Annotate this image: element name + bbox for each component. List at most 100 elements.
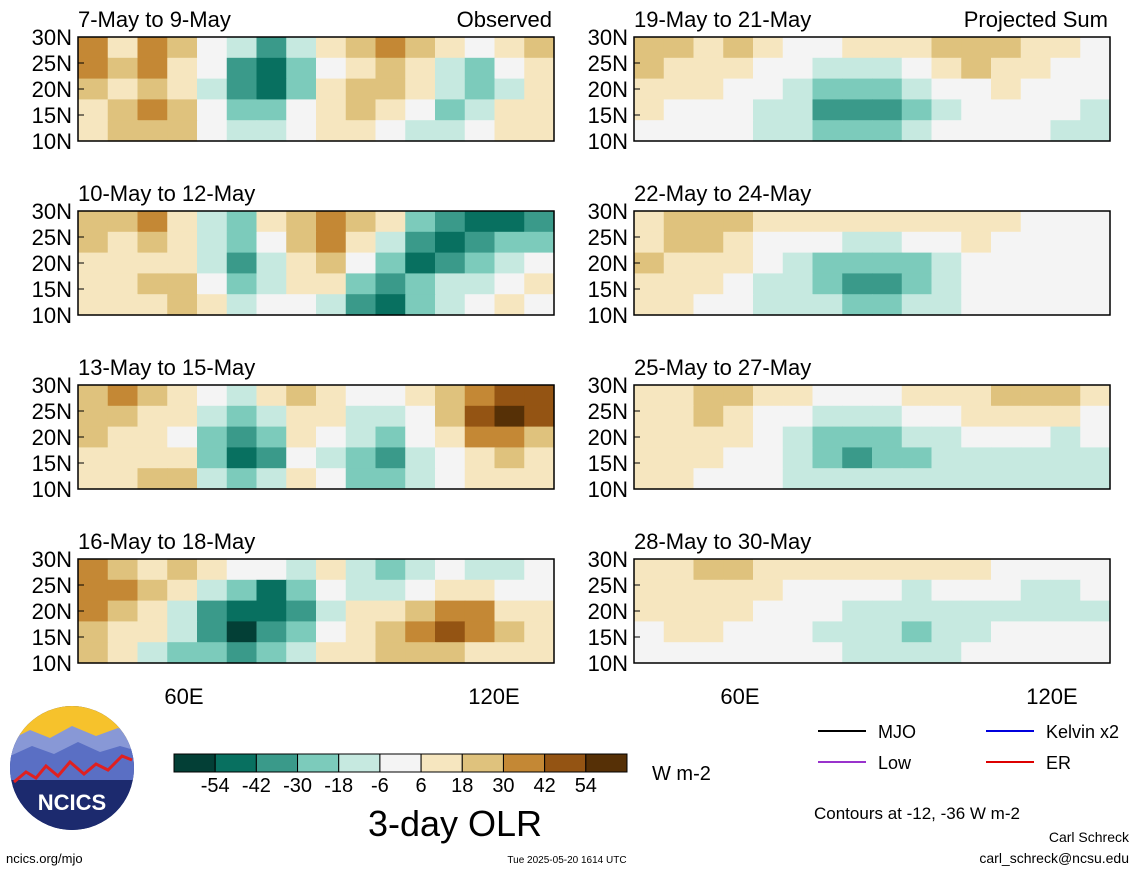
olr-cell	[107, 294, 139, 316]
olr-cell	[1080, 642, 1111, 664]
olr-cell	[693, 468, 724, 490]
olr-cell	[167, 426, 198, 448]
olr-cell	[961, 468, 992, 490]
olr-cell	[961, 78, 992, 100]
olr-cell	[435, 468, 466, 490]
olr-cell	[435, 579, 466, 602]
contour-note: Contours at -12, -36 W m-2	[814, 804, 1020, 823]
olr-cell	[782, 426, 814, 448]
olr-cell	[901, 405, 933, 428]
olr-cell	[723, 385, 754, 407]
olr-cell	[1020, 642, 1052, 664]
olr-cell	[1020, 231, 1052, 254]
olr-cell	[435, 621, 466, 643]
olr-cell	[693, 273, 724, 295]
olr-cell	[405, 600, 436, 622]
olr-cell	[842, 37, 873, 59]
olr-cell	[375, 447, 406, 469]
olr-cell	[723, 57, 754, 80]
olr-cell	[723, 99, 754, 121]
olr-cell	[226, 57, 258, 80]
olr-cell	[872, 468, 903, 490]
olr-cell	[464, 405, 496, 428]
olr-cell	[723, 211, 754, 233]
olr-cell	[345, 621, 377, 643]
olr-cell	[464, 426, 496, 448]
olr-cell	[197, 120, 228, 142]
panel-period-title: 13-May to 15-May	[78, 355, 255, 380]
olr-cell	[782, 559, 814, 581]
y-tick-label: 20N	[588, 251, 628, 276]
olr-cell	[375, 468, 406, 490]
olr-cell	[1050, 447, 1081, 469]
olr-cell	[1080, 273, 1111, 295]
olr-cell	[137, 447, 168, 469]
panel-column-label: Observed	[457, 7, 552, 32]
olr-cell	[345, 273, 377, 295]
olr-cell	[524, 559, 555, 581]
olr-cell	[634, 37, 665, 59]
colorbar-tick-label: 54	[575, 775, 597, 797]
olr-cell	[345, 468, 377, 490]
olr-cell	[872, 426, 903, 448]
olr-cell	[812, 273, 843, 295]
olr-cell	[634, 294, 665, 316]
colorbar-tick-label: 30	[492, 775, 514, 797]
x-tick-right-60e: 60E	[720, 684, 759, 709]
olr-cell	[78, 120, 109, 142]
olr-cell	[693, 642, 724, 664]
olr-cell	[782, 211, 814, 233]
olr-cell	[345, 37, 377, 59]
olr-cell	[991, 559, 1022, 581]
olr-cell	[872, 447, 903, 469]
olr-cell	[991, 621, 1022, 643]
olr-cell	[693, 57, 724, 80]
olr-cell	[197, 273, 228, 295]
olr-cell	[167, 231, 198, 254]
olr-cell	[316, 37, 347, 59]
olr-cell	[435, 37, 466, 59]
olr-cell	[345, 405, 377, 428]
olr-cell	[782, 468, 814, 490]
olr-cell	[256, 57, 287, 80]
olr-cell	[226, 273, 258, 295]
olr-cell	[435, 273, 466, 295]
olr-cell	[405, 426, 436, 448]
olr-cell	[167, 468, 198, 490]
olr-cell	[137, 579, 168, 602]
olr-cell	[753, 621, 784, 643]
olr-cell	[693, 99, 724, 121]
olr-cell	[494, 621, 525, 643]
olr-cell	[226, 385, 258, 407]
olr-cell	[137, 231, 168, 254]
olr-cell	[375, 273, 406, 295]
olr-cell	[78, 447, 109, 469]
olr-cell	[991, 579, 1022, 602]
olr-cell	[226, 211, 258, 233]
olr-cell	[107, 231, 139, 254]
olr-cell	[812, 211, 843, 233]
olr-cell	[107, 600, 139, 622]
olr-cell	[634, 273, 665, 295]
olr-cell	[137, 99, 168, 121]
olr-cell	[375, 120, 406, 142]
olr-cell	[693, 231, 724, 254]
olr-cell	[1080, 447, 1111, 469]
olr-cell	[286, 37, 317, 59]
olr-cell	[901, 579, 933, 602]
olr-cell	[753, 447, 784, 469]
olr-cell	[524, 447, 555, 469]
olr-cell	[961, 559, 992, 581]
olr-cell	[464, 621, 496, 643]
olr-cell	[693, 426, 724, 448]
olr-cell	[753, 559, 784, 581]
olr-cell	[435, 405, 466, 428]
olr-cell	[345, 252, 377, 274]
olr-cell	[286, 231, 317, 254]
olr-cell	[464, 211, 496, 233]
colorbar-swatch	[544, 753, 587, 773]
olr-cell	[316, 252, 347, 274]
colorbar-swatch	[585, 753, 628, 773]
olr-cell	[167, 252, 198, 274]
olr-cell	[345, 426, 377, 448]
